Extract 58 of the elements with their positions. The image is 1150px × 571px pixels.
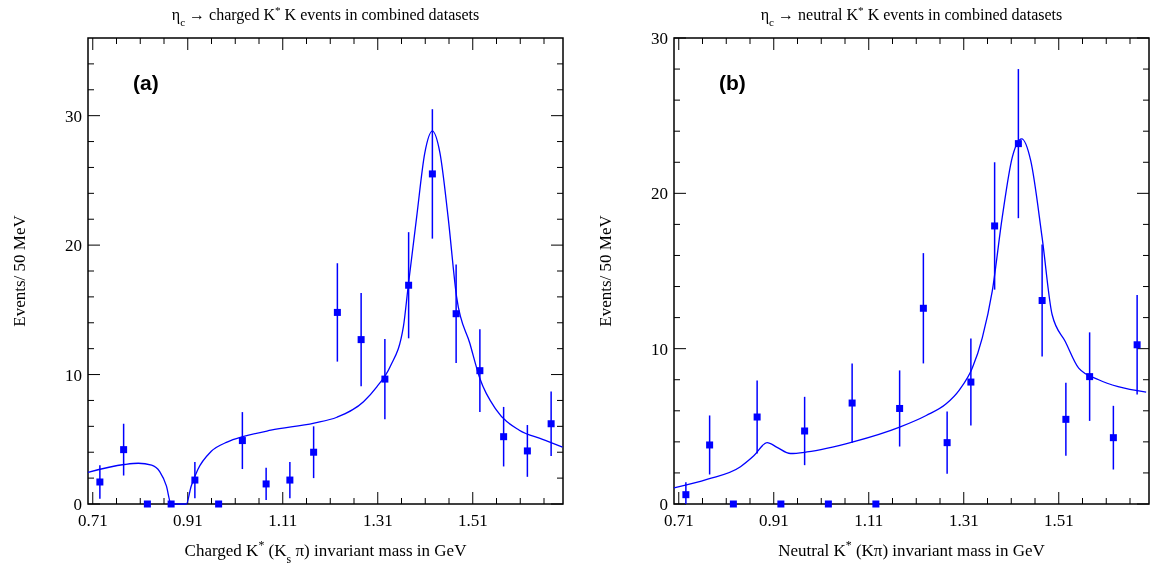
point <box>1062 415 1070 423</box>
x-axis-title: Charged K$^{*}$ (K$_{s}$ π) invariant mass in GeV <box>184 538 468 566</box>
point <box>238 437 246 445</box>
point <box>777 500 785 508</box>
y-tick-label: 0 <box>659 495 668 514</box>
point <box>753 413 761 421</box>
y-tick-label: 20 <box>651 184 668 204</box>
x-tick-label: 1.31 <box>948 511 979 530</box>
point <box>682 491 690 499</box>
chart-title: η$_{c}$ → neutral K$^{*}$ K events in combined datasets <box>760 4 1063 28</box>
point <box>143 500 151 508</box>
y-axis-title: Events/ 50 MeV <box>10 214 29 327</box>
point <box>1109 434 1117 442</box>
point <box>215 500 223 508</box>
point <box>848 399 856 407</box>
annotation: (b) <box>719 71 746 94</box>
point <box>706 441 714 449</box>
y-tick-label: 30 <box>65 106 82 126</box>
point <box>333 308 341 316</box>
point <box>801 427 809 435</box>
x-tick-label: 0.71 <box>663 511 694 530</box>
x-tick-label: 0.91 <box>758 511 789 530</box>
y-tick-label: 10 <box>65 365 82 385</box>
y-tick-label: 20 <box>65 236 82 256</box>
chart-title: η$_{c}$ → charged K$^{*}$ K events in combined datasets <box>171 4 480 28</box>
y-tick-label: 10 <box>651 339 668 359</box>
point <box>523 447 531 455</box>
x-tick-label: 1.51 <box>1043 511 1074 530</box>
point <box>96 478 104 486</box>
x-tick-label: 0.71 <box>77 511 108 530</box>
y-axis-title: Events/ 50 MeV <box>596 214 615 327</box>
x-tick-label: 0.91 <box>172 511 203 530</box>
point <box>286 476 294 484</box>
point <box>943 439 951 447</box>
x-tick-label: 1.11 <box>268 511 298 530</box>
point <box>428 170 436 178</box>
point <box>310 448 318 456</box>
x-axis-title: Neutral K$^{*}$ (Kπ) invariant mass in GeV <box>778 538 1046 560</box>
point <box>919 304 927 312</box>
point <box>896 404 904 412</box>
x-tick-label: 1.11 <box>854 511 884 530</box>
x-tick-label: 1.51 <box>457 511 488 530</box>
point <box>262 480 270 488</box>
point <box>120 446 128 454</box>
x-tick-label: 1.31 <box>362 511 393 530</box>
point <box>824 500 832 508</box>
point <box>872 500 880 508</box>
y-tick-label: 0 <box>73 495 82 514</box>
point <box>547 420 555 428</box>
point <box>729 500 737 508</box>
point <box>967 378 975 386</box>
point <box>1133 341 1141 349</box>
y-tick-label: 30 <box>651 29 668 48</box>
point <box>357 336 365 344</box>
point <box>1038 297 1046 305</box>
point <box>991 222 999 230</box>
point <box>500 433 508 441</box>
annotation: (a) <box>133 71 159 94</box>
